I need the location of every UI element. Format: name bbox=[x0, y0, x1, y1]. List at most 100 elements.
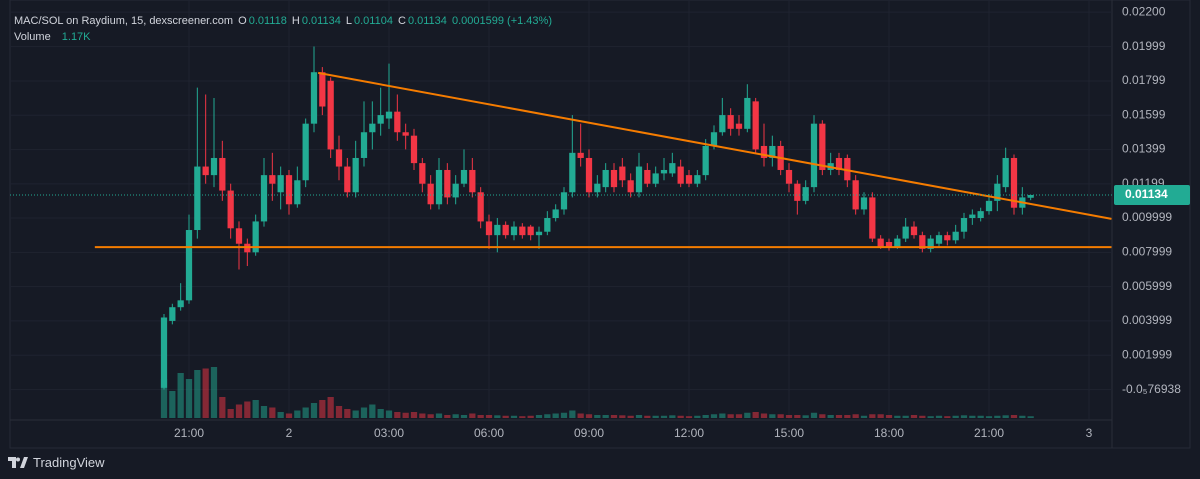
candle-body bbox=[902, 226, 909, 239]
volume-bar bbox=[552, 413, 559, 418]
volume-bar bbox=[902, 415, 909, 418]
volume-bar bbox=[810, 412, 818, 418]
candle-body bbox=[985, 200, 993, 212]
volume-bar bbox=[1010, 415, 1018, 418]
x-tick-label: 21:00 bbox=[974, 426, 1004, 440]
volume-bar bbox=[669, 415, 676, 418]
volume-bar bbox=[927, 416, 934, 418]
candle-body bbox=[852, 180, 859, 210]
candle-body bbox=[819, 123, 826, 170]
volume-bar bbox=[544, 414, 551, 418]
candle-body bbox=[302, 123, 309, 181]
ohlc-label: H bbox=[291, 15, 300, 27]
candle-body bbox=[477, 192, 484, 222]
volume-bar bbox=[444, 415, 451, 418]
volume-bar bbox=[994, 415, 1001, 418]
candle-body bbox=[694, 175, 701, 184]
volume-bar bbox=[469, 413, 476, 418]
volume-bar bbox=[427, 414, 434, 418]
candle-body bbox=[860, 197, 868, 210]
candle-body bbox=[202, 166, 209, 176]
volume-bar bbox=[1027, 416, 1034, 418]
volume-bar bbox=[944, 416, 951, 418]
volume-row: Volume 1.17K bbox=[14, 29, 554, 45]
candle-body bbox=[669, 163, 676, 174]
volume-bar bbox=[802, 415, 809, 418]
x-tick-label: 18:00 bbox=[874, 426, 904, 440]
x-tick-label: 09:00 bbox=[574, 426, 604, 440]
candle-body bbox=[1010, 157, 1018, 208]
volume-bar bbox=[735, 414, 743, 418]
candle-body bbox=[527, 226, 534, 236]
candle-body bbox=[960, 218, 968, 232]
volume-bar bbox=[727, 414, 734, 418]
volume-bar bbox=[685, 416, 693, 418]
volume-bar bbox=[319, 400, 326, 418]
candle-body bbox=[435, 169, 443, 205]
volume-bar bbox=[594, 415, 601, 418]
volume-bar bbox=[452, 414, 459, 418]
volume-bar bbox=[535, 415, 543, 418]
volume-bar bbox=[219, 397, 226, 418]
volume-bar bbox=[360, 407, 368, 418]
candle-body bbox=[969, 214, 976, 219]
candle-body bbox=[735, 123, 743, 129]
volume-bar bbox=[402, 412, 409, 418]
candle-body bbox=[185, 230, 193, 301]
candle-body bbox=[310, 72, 318, 124]
volume-bar bbox=[677, 415, 684, 418]
volume-bar bbox=[435, 413, 443, 418]
candle-body bbox=[177, 300, 184, 308]
volume-bar bbox=[477, 415, 484, 418]
volume-bar bbox=[235, 404, 243, 418]
candle-body bbox=[602, 169, 609, 188]
symbol-title: MAC/SOL on Raydium, 15, dexscreener.com bbox=[14, 15, 234, 27]
candle-body bbox=[727, 115, 734, 129]
candle-body bbox=[552, 209, 559, 219]
candle-body bbox=[485, 221, 493, 236]
candle-body bbox=[460, 169, 468, 184]
volume-bar bbox=[819, 414, 826, 418]
candle-body bbox=[652, 173, 659, 184]
candle-body bbox=[444, 169, 451, 198]
candle-body bbox=[502, 224, 509, 236]
candle-body bbox=[494, 224, 501, 236]
candle-body bbox=[319, 72, 326, 107]
volume-bar bbox=[560, 412, 568, 418]
candle-body bbox=[594, 183, 601, 193]
volume-bar bbox=[194, 370, 201, 418]
candle-body bbox=[510, 226, 518, 236]
volume-bar bbox=[260, 406, 268, 418]
volume-bar bbox=[794, 415, 801, 418]
ohlc-label: O bbox=[238, 15, 247, 27]
volume-bar bbox=[244, 401, 251, 418]
volume-bar bbox=[977, 415, 984, 418]
volume-bar bbox=[1002, 415, 1009, 418]
legend-header: MAC/SOL on Raydium, 15, dexscreener.com … bbox=[14, 13, 554, 45]
candle-body bbox=[660, 169, 668, 174]
candle-body bbox=[744, 97, 751, 129]
volume-bar bbox=[377, 409, 384, 418]
volume-bar bbox=[185, 379, 193, 418]
volume-bar bbox=[494, 415, 501, 418]
volume-bar bbox=[710, 414, 718, 418]
volume-bar bbox=[760, 413, 768, 418]
volume-bar bbox=[635, 415, 643, 418]
volume-bar bbox=[935, 415, 943, 418]
candle-body bbox=[677, 166, 684, 184]
candle-body bbox=[210, 157, 218, 176]
volume-bar bbox=[702, 415, 709, 418]
price-label: 0.01134 bbox=[1125, 187, 1168, 201]
candle-body bbox=[369, 123, 376, 133]
candle-body bbox=[1027, 195, 1034, 198]
candle-body bbox=[277, 175, 284, 193]
volume-bar bbox=[202, 368, 209, 418]
volume-bar bbox=[385, 410, 393, 418]
candle-body bbox=[935, 235, 943, 244]
candle-body bbox=[260, 175, 268, 222]
volume-bar bbox=[277, 412, 284, 418]
volume-bar bbox=[327, 397, 334, 418]
volume-value: 1.17K bbox=[61, 31, 91, 43]
volume-bar bbox=[644, 415, 651, 418]
volume-bar bbox=[952, 415, 959, 418]
